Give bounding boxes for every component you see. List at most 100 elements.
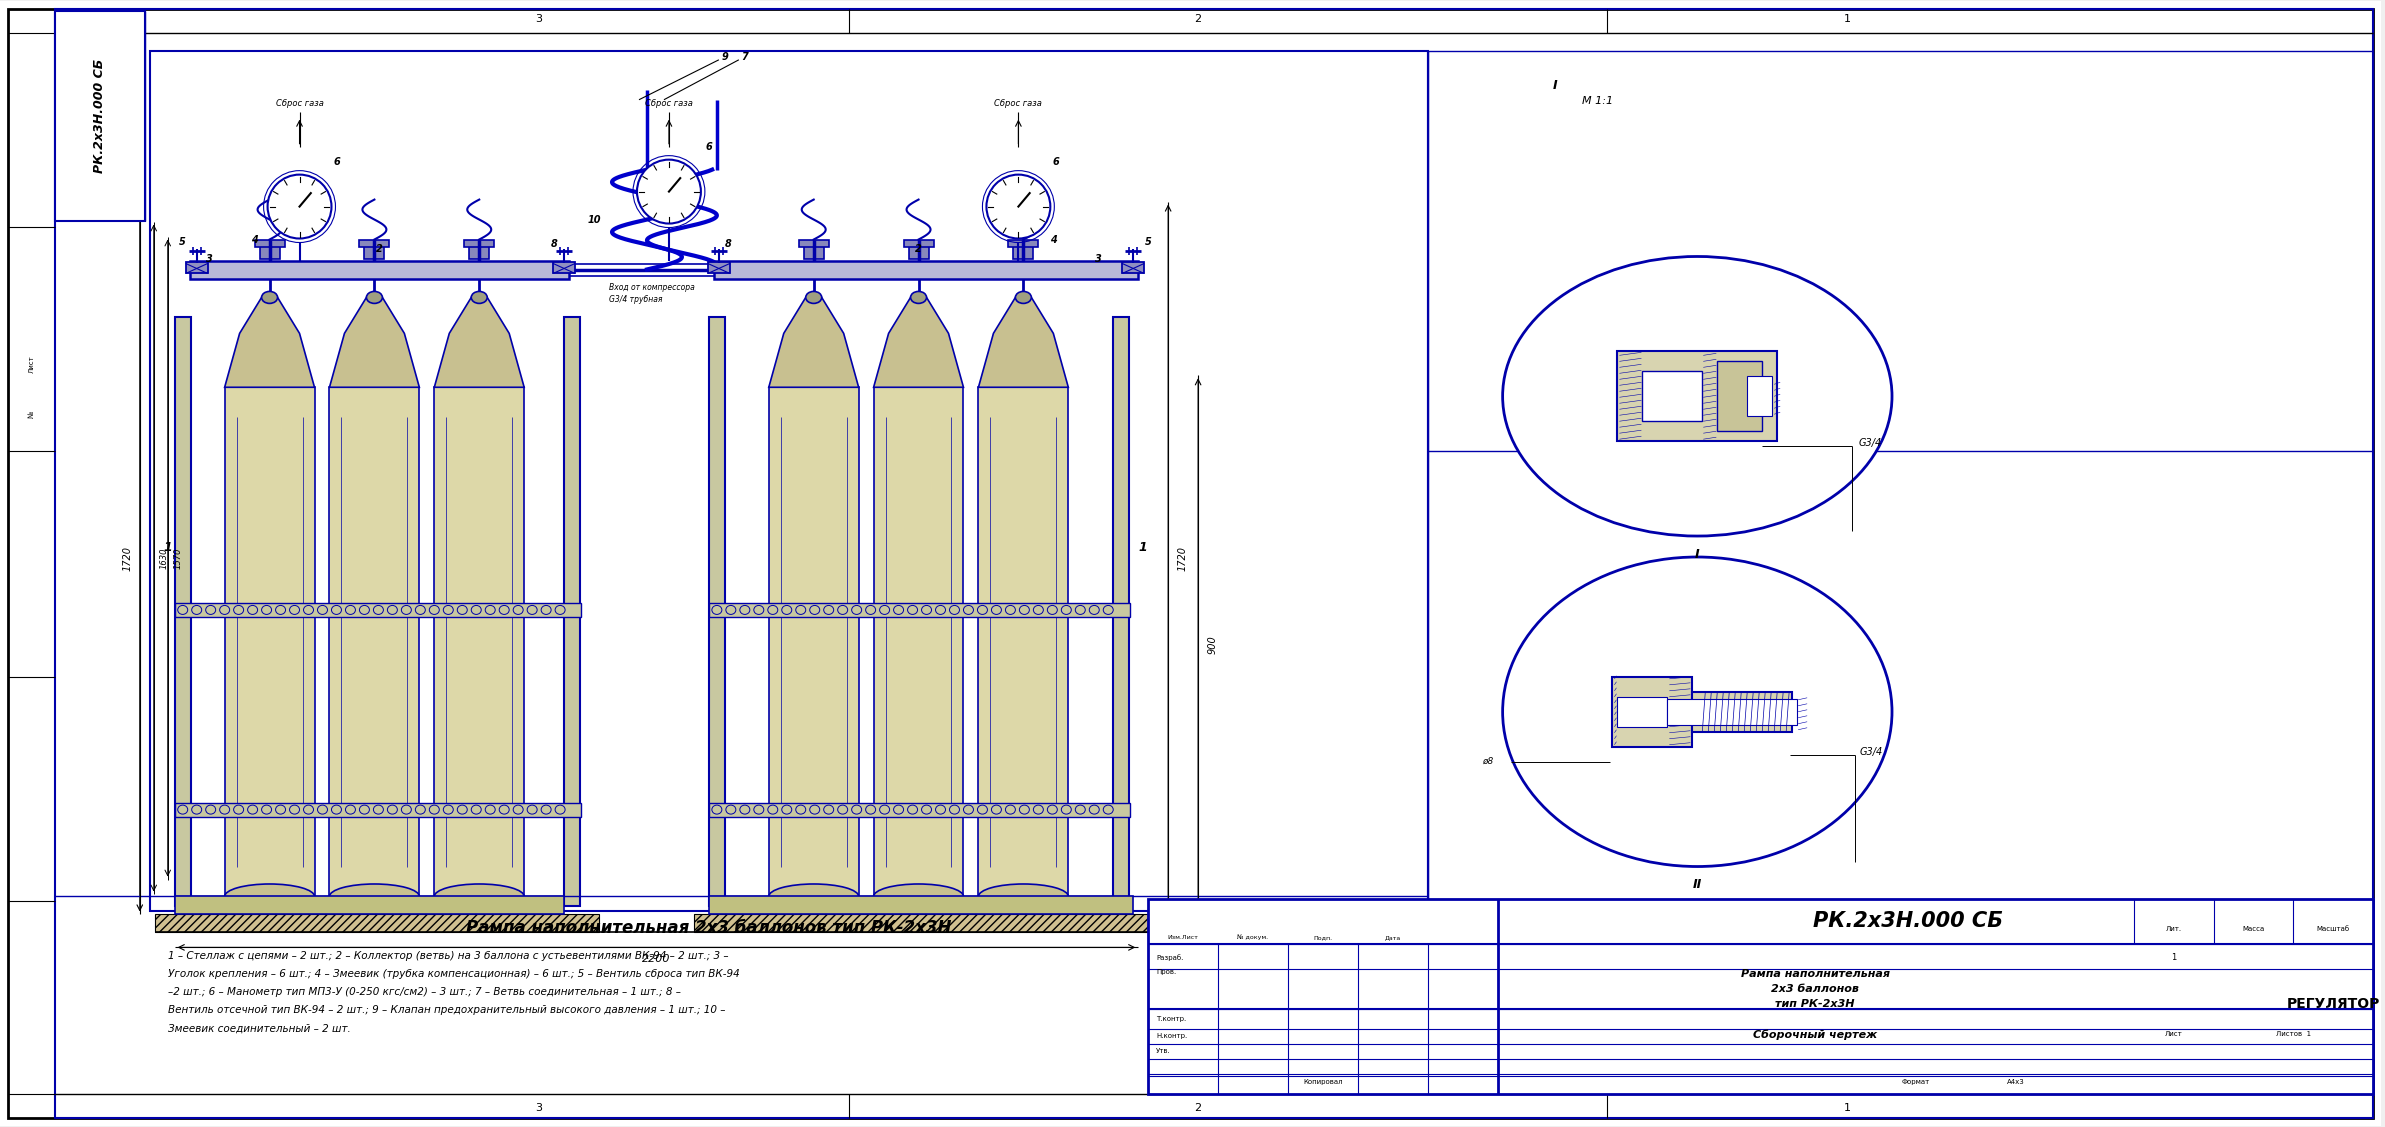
Text: 3: 3: [1095, 255, 1102, 265]
Bar: [1123, 263, 1145, 274]
Polygon shape: [694, 914, 1159, 932]
Bar: [174, 896, 565, 914]
Bar: [150, 51, 1429, 912]
Polygon shape: [978, 298, 1068, 388]
Bar: [329, 388, 420, 896]
Text: 2200: 2200: [642, 955, 670, 965]
Bar: [174, 802, 582, 817]
Ellipse shape: [434, 884, 525, 909]
Text: 9: 9: [723, 52, 727, 62]
Ellipse shape: [1503, 557, 1891, 867]
Bar: [768, 388, 859, 896]
Bar: [708, 802, 1130, 817]
Text: 10: 10: [587, 214, 601, 224]
Bar: [804, 245, 823, 259]
Circle shape: [637, 160, 701, 223]
Text: 4: 4: [1049, 234, 1057, 245]
Text: Масса: Масса: [2242, 926, 2266, 932]
Text: 3: 3: [537, 14, 544, 24]
Bar: [55, 11, 145, 221]
Text: 3: 3: [205, 255, 212, 265]
Bar: [909, 245, 928, 259]
Text: 1570: 1570: [174, 548, 181, 569]
Bar: [1014, 245, 1033, 259]
Circle shape: [267, 175, 332, 239]
Bar: [1617, 696, 1667, 727]
Bar: [186, 263, 207, 274]
Ellipse shape: [367, 292, 382, 303]
Bar: [174, 603, 582, 616]
Text: 6: 6: [1052, 157, 1059, 167]
Text: 2: 2: [377, 245, 382, 255]
Bar: [1693, 692, 1791, 731]
Text: Разраб.: Разраб.: [1157, 953, 1183, 961]
Polygon shape: [873, 298, 964, 388]
Bar: [799, 240, 828, 248]
Text: тип РК-2х3Н: тип РК-2х3Н: [1774, 1000, 1856, 1010]
Text: 1630: 1630: [160, 548, 169, 569]
Text: Формат: Формат: [1901, 1080, 1929, 1085]
Text: Листов  1: Листов 1: [2275, 1031, 2311, 1037]
Ellipse shape: [1503, 257, 1891, 536]
Text: Масштаб: Масштаб: [2316, 926, 2349, 932]
Text: 6: 6: [706, 142, 713, 152]
Bar: [434, 388, 525, 896]
Text: 1 – Стеллаж с цепями – 2 шт.; 2 – Коллектор (ветвь) на 3 баллона с устьевентилям: 1 – Стеллаж с цепями – 2 шт.; 2 – Коллек…: [167, 951, 727, 961]
Text: 1720: 1720: [122, 545, 134, 570]
Text: Вход от компрессора: Вход от компрессора: [608, 283, 694, 292]
Text: Утв.: Утв.: [1157, 1048, 1171, 1054]
Text: Пров.: Пров.: [1157, 969, 1176, 975]
Bar: [365, 245, 384, 259]
Bar: [708, 896, 1133, 914]
Text: Т.контр.: Т.контр.: [1157, 1017, 1185, 1022]
Text: Сброс газа: Сброс газа: [995, 99, 1042, 108]
Text: 1: 1: [2170, 952, 2175, 961]
Bar: [1643, 371, 1703, 421]
Ellipse shape: [978, 884, 1068, 909]
Bar: [1612, 677, 1693, 747]
Text: 1: 1: [1844, 14, 1851, 24]
Text: А4х3: А4х3: [2006, 1080, 2025, 1085]
Text: 2: 2: [916, 245, 923, 255]
Bar: [1617, 352, 1777, 441]
Text: Изм.Лист: Изм.Лист: [1169, 935, 1200, 940]
Text: Сборочный чертеж: Сборочный чертеж: [1753, 1029, 1877, 1039]
Bar: [470, 245, 489, 259]
Bar: [708, 318, 725, 906]
Bar: [260, 245, 279, 259]
Text: I: I: [1553, 79, 1557, 92]
Bar: [1147, 899, 2373, 1094]
Text: 2: 2: [1195, 14, 1202, 24]
Text: 3: 3: [537, 1103, 544, 1113]
Bar: [255, 240, 284, 248]
Text: Рампа наполнительная 2х3 баллонов тип РК-2х3Н: Рампа наполнительная 2х3 баллонов тип РК…: [465, 920, 952, 938]
Text: 1720: 1720: [1178, 545, 1188, 570]
Text: 1: 1: [1138, 541, 1147, 553]
Text: 900: 900: [1207, 636, 1216, 655]
Text: РЕГУЛЯТОР: РЕГУЛЯТОР: [2287, 997, 2380, 1011]
Text: 5: 5: [1145, 237, 1152, 247]
Bar: [708, 603, 1130, 616]
Text: Вентиль отсечной тип ВК-94 – 2 шт.; 9 – Клапан предохранительный высокого давлен: Вентиль отсечной тип ВК-94 – 2 шт.; 9 – …: [167, 1005, 725, 1015]
Text: Сброс газа: Сброс газа: [644, 99, 694, 108]
Text: Рампа наполнительная: Рампа наполнительная: [1741, 969, 1889, 979]
Text: Н.контр.: Н.контр.: [1157, 1033, 1188, 1039]
Ellipse shape: [768, 884, 859, 909]
Text: –2 шт.; 6 – Манометр тип МП3-У (0-250 кгс/см2) – 3 шт.; 7 – Ветвь соединительная: –2 шт.; 6 – Манометр тип МП3-У (0-250 кг…: [167, 987, 680, 997]
Polygon shape: [224, 298, 315, 388]
Text: II: II: [1693, 878, 1703, 891]
Text: 4: 4: [250, 234, 258, 245]
Ellipse shape: [329, 884, 420, 909]
Bar: [174, 318, 191, 906]
Polygon shape: [434, 298, 525, 388]
Text: 7: 7: [742, 52, 749, 62]
Text: 1: 1: [1844, 1103, 1851, 1113]
Bar: [713, 261, 1138, 279]
Ellipse shape: [262, 292, 277, 303]
Ellipse shape: [806, 292, 823, 303]
Text: РК.2х3Н.000 СБ: РК.2х3Н.000 СБ: [1813, 912, 2003, 931]
Polygon shape: [155, 914, 599, 932]
Bar: [978, 388, 1068, 896]
Bar: [224, 388, 315, 896]
Bar: [465, 240, 494, 248]
